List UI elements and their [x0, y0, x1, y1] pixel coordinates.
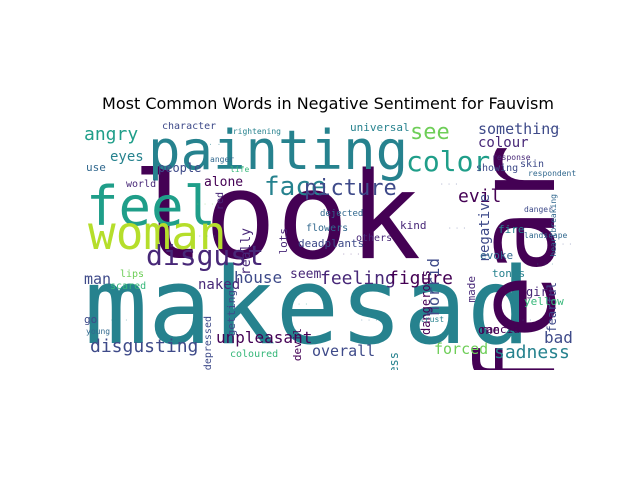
- cloud-filler-mark: · · ·: [200, 141, 222, 149]
- cloud-word-naked: naked: [198, 277, 241, 293]
- cloud-word-evoke: evoke: [480, 249, 514, 262]
- cloud-word-evil: evil: [458, 186, 502, 207]
- cloud-word-overall: overall: [312, 342, 376, 360]
- cloud-word-one: one: [478, 323, 500, 337]
- cloud-word-skin: skin: [520, 159, 545, 170]
- cloud-filler-mark: · · ·: [110, 317, 129, 324]
- cloud-filler-mark: · · ·: [448, 225, 467, 232]
- cloud-word-loneliness: loneliness: [387, 352, 401, 370]
- cloud-word-go: go: [84, 313, 98, 326]
- cloud-word-feeling: feeling: [320, 268, 396, 289]
- cloud-filler-mark: · · ·: [420, 297, 439, 304]
- cloud-word-trust: trust: [420, 315, 445, 324]
- cloud-word-figure: figure: [388, 268, 454, 289]
- cloud-word-something: something: [478, 122, 560, 138]
- cloud-word-bad: bad: [544, 328, 573, 347]
- cloud-word-disgusting: disgusting: [90, 336, 199, 357]
- cloud-word-look: look: [132, 148, 421, 287]
- cloud-word-life: life: [230, 165, 250, 174]
- cloud-word-man: man: [84, 270, 112, 288]
- cloud-word-depressed: depressed: [203, 316, 214, 370]
- cloud-word-angry: angry: [84, 124, 139, 145]
- cloud-word-respondent: respondent: [528, 169, 576, 178]
- cloud-word-color: color: [406, 145, 491, 178]
- cloud-word-people: people: [158, 161, 202, 175]
- cloud-word-made: made: [465, 276, 478, 303]
- cloud-word-character: character: [162, 122, 217, 132]
- cloud-word-colour: colour: [478, 135, 529, 151]
- cloud-word-house: house: [234, 268, 283, 287]
- cloud-word-see: see: [410, 122, 450, 145]
- cloud-word-coloured: coloured: [230, 349, 279, 360]
- cloud-word-feel: feel: [86, 175, 217, 238]
- cloud-filler-mark: · · ·: [290, 301, 309, 308]
- cloud-word-deadplants: deadplants: [298, 237, 365, 250]
- cloud-filler-mark: · · ·: [360, 317, 379, 324]
- cloud-word-young: young: [86, 327, 111, 336]
- cloud-word-frightening: frightening: [228, 127, 281, 136]
- word-cloud: look makesad fear feel painting woman face colo…: [80, 122, 576, 370]
- cloud-word-makesad: makesad: [84, 245, 531, 368]
- cloud-filler-mark: · · ·: [196, 201, 215, 208]
- cloud-word-fire: fire: [498, 223, 525, 236]
- cloud-word-anger: anger: [210, 155, 235, 164]
- cloud-word-painting: painting: [148, 122, 409, 182]
- cloud-word-kind: kind: [400, 219, 427, 232]
- cloud-word-response: response: [492, 153, 531, 162]
- cloud-filler-mark: · · ·: [342, 251, 361, 258]
- cloud-word-world: world: [126, 179, 157, 190]
- cloud-word-devil: devil: [291, 328, 304, 362]
- cloud-word-tones: tones: [492, 267, 526, 280]
- cloud-filler-mark: · · ·: [514, 317, 533, 324]
- cloud-word-alone: alone: [204, 175, 244, 190]
- cloud-word-scared: scared: [110, 281, 147, 292]
- cloud-word-disgust: disgust: [146, 239, 265, 272]
- cloud-word-seem: seem: [290, 267, 322, 282]
- cloud-filler-mark: · · ·: [380, 139, 399, 146]
- cloud-word-use: use: [86, 161, 106, 174]
- cloud-word-flowers: flowers: [306, 223, 349, 234]
- cloud-word-getting: getting: [225, 290, 238, 337]
- cloud-word-unpleasant: unpleasant: [216, 328, 313, 347]
- cloud-word-universal: universal: [350, 122, 410, 134]
- cloud-word-lips: lips: [120, 269, 145, 280]
- cloud-word-yellow: yellow: [524, 295, 564, 308]
- cloud-word-picture: picture: [304, 176, 397, 201]
- cloud-word-rancid: rancid: [480, 323, 520, 336]
- cloud-word-others: others: [356, 233, 393, 244]
- cloud-filler-mark: · · ·: [536, 261, 555, 268]
- cloud-word-forced: forced: [434, 340, 489, 358]
- cloud-word-dejected: dejected: [320, 209, 364, 219]
- cloud-filler-mark: · · ·: [540, 125, 562, 133]
- cloud-word-danger: danger: [524, 205, 553, 214]
- cloud-word-woman: woman: [88, 206, 227, 260]
- chart-title: Most Common Words in Negative Sentiment …: [102, 94, 554, 113]
- cloud-filler-mark: · · ·: [440, 181, 459, 188]
- cloud-filler-mark: · · ·: [198, 233, 217, 240]
- cloud-word-eyes: eyes: [110, 149, 144, 165]
- cloud-word-sadness: sadness: [494, 342, 570, 363]
- cloud-filler-mark: · · ·: [554, 241, 573, 248]
- cloud-word-landscape: landscape: [524, 231, 568, 240]
- cloud-word-lots: lots: [277, 228, 290, 255]
- cloud-word-showing: showing: [476, 163, 519, 174]
- cloud-word-red: red: [215, 192, 226, 211]
- cloud-word-girl: girl: [526, 285, 555, 299]
- cloud-word-face: face: [264, 172, 327, 202]
- cloud-word-really: really: [239, 228, 254, 275]
